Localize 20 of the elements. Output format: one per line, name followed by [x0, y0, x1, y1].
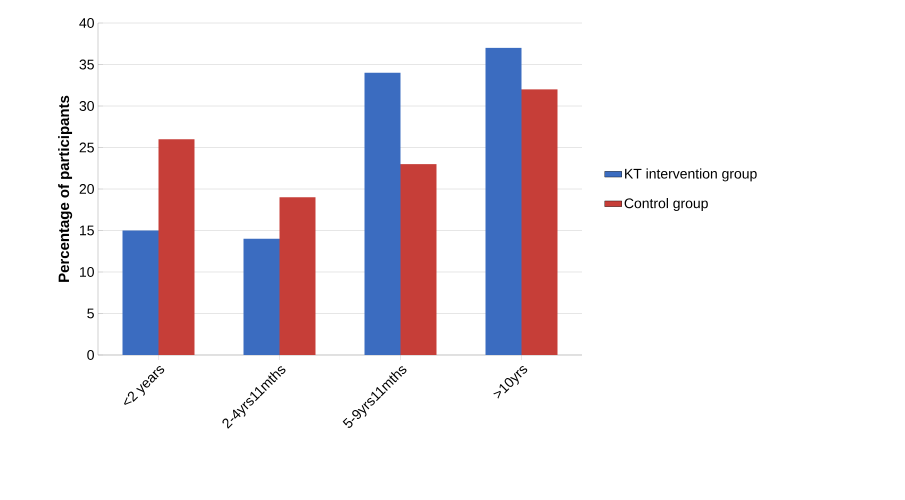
bar — [364, 72, 400, 355]
y-tick-label: 10 — [80, 267, 94, 277]
legend-label: Control group — [624, 198, 708, 211]
y-tick-label: 25 — [80, 142, 94, 152]
bar — [486, 48, 522, 355]
y-tick-label: 35 — [80, 60, 94, 70]
legend-label: KT intervention group — [625, 168, 757, 182]
y-tick-label: 40 — [79, 18, 94, 28]
y-tick-label: 0 — [87, 350, 94, 360]
bar — [400, 164, 436, 355]
y-tick-label: 15 — [80, 226, 94, 236]
bar — [158, 139, 194, 355]
bar — [244, 238, 280, 355]
y-tick-label: 20 — [80, 184, 94, 194]
y-axis-title: Percentage of participants — [58, 96, 72, 282]
bar — [280, 197, 316, 355]
y-tick-label: 5 — [87, 308, 94, 318]
y-tick-label: 30 — [80, 101, 94, 111]
bar — [522, 89, 558, 355]
bar — [122, 230, 158, 355]
